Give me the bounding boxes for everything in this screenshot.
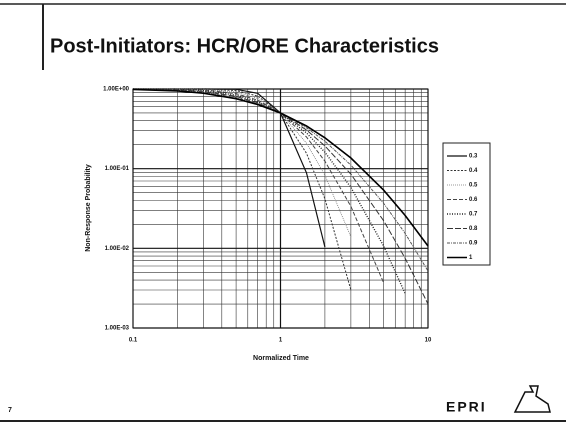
legend-label: 0.6 [469,197,478,203]
series-line [132,88,429,272]
legend-label: 0.8 [469,226,478,232]
series-line [132,88,429,305]
legend-box [442,142,491,266]
y-tick-label: 1.00E-01 [105,166,130,172]
legend-label: 0.4 [469,168,478,174]
x-axis-label: Normalized Time [253,355,309,362]
legend-label: 0.3 [469,154,478,160]
legend-label: 0.9 [469,241,478,247]
legend-label: 0.7 [469,212,478,218]
slide-number: 7 [8,407,12,414]
logo-icon [513,385,551,413]
logo-text: EPRI [446,399,487,415]
y-tick-label: 1.00E-03 [105,326,130,332]
x-tick-label: 10 [425,338,432,344]
y-tick-label: 1.00E+00 [103,87,130,93]
y-axis-label: Non-Response Probability [85,164,92,252]
x-tick-label: 0.1 [129,338,138,344]
legend-label: 1 [469,255,473,261]
logo: EPRI [446,385,551,415]
series-line [133,88,352,291]
x-tick-label: 1 [279,338,283,344]
plot: 0.1 1 10 1.00E-03 1.00E-02 1.00E-01 1.00E+00 0.… [103,87,478,344]
y-tick-label: 1.00E-02 [105,246,130,252]
series-line [132,88,429,247]
legend-label: 0.5 [469,183,478,189]
slide-title: Post-Initiators: HCR/ORE Characteristics [50,35,439,57]
